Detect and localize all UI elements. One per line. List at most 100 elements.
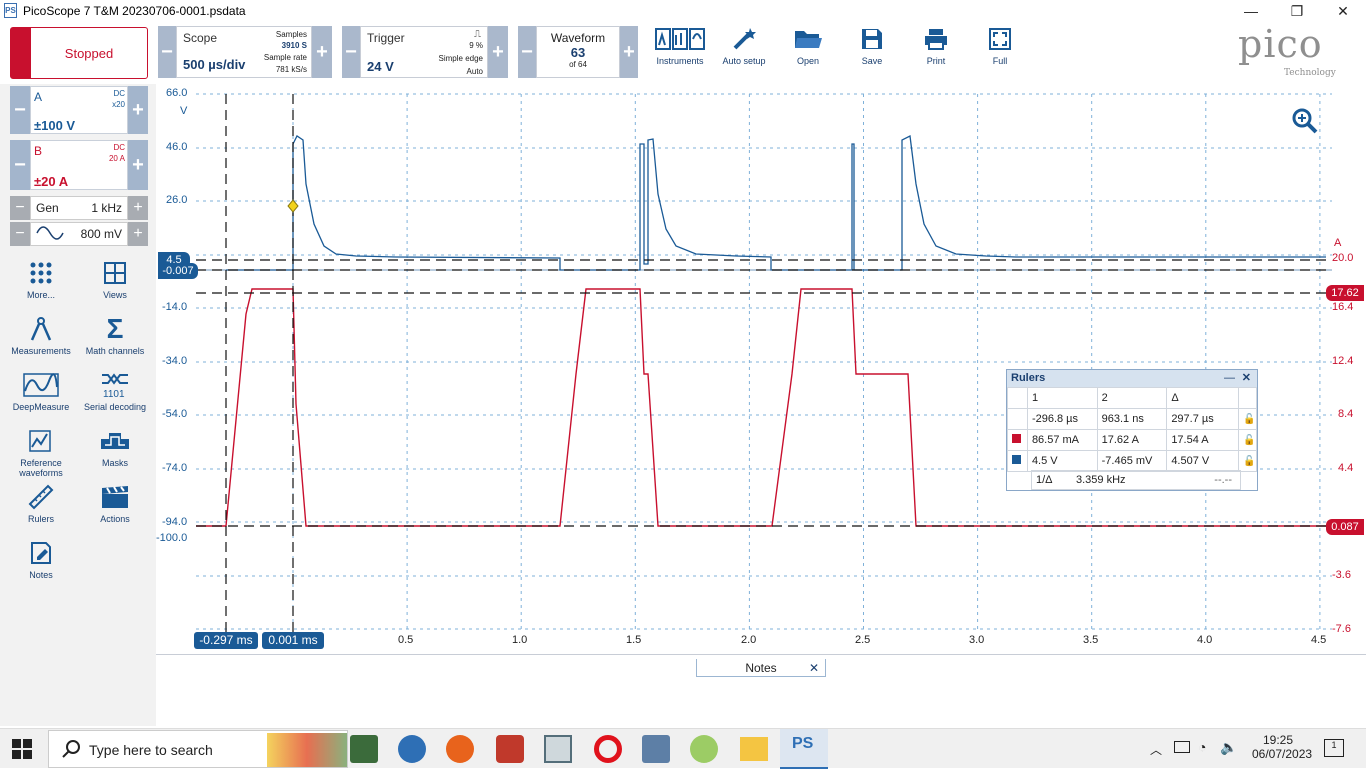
opera-icon[interactable]	[594, 735, 622, 763]
rulers-panel: Rulers — ✕ 1 2 Δ -296.8 µs 963.1 ns 297.…	[1006, 369, 1258, 491]
left-tick-26: 26.0	[166, 194, 188, 206]
waveform-number: 63	[570, 45, 586, 60]
gen-amplitude-increase-button[interactable]: +	[128, 222, 148, 246]
gen-amplitude-decrease-button[interactable]: −	[10, 222, 30, 246]
ruler-b-bottom-tag[interactable]: 0.087	[1326, 519, 1364, 535]
paint-icon[interactable]	[690, 735, 718, 763]
firefox-icon[interactable]	[446, 735, 474, 763]
gen-frequency-increase-button[interactable]: +	[128, 196, 148, 220]
instruments-button[interactable]: Instruments	[650, 22, 710, 82]
timebase-decrease-button[interactable]: −	[158, 26, 176, 78]
taskbar-search-box[interactable]: Type here to search	[48, 730, 348, 768]
x-tick-4-0: 4.0	[1197, 634, 1213, 646]
channel-a-control[interactable]: A DC x20 ±100 V	[30, 86, 128, 134]
deepmeasure-label: DeepMeasure	[12, 402, 70, 412]
save-button[interactable]: Save	[846, 22, 898, 82]
taskbar-app-1-icon[interactable]	[350, 735, 378, 763]
auto-setup-button[interactable]: Auto setup	[716, 22, 772, 82]
picoscope-taskbar-button[interactable]: PS	[780, 729, 828, 769]
gen-label: Gen	[36, 201, 59, 215]
taskbar-app-2-icon[interactable]	[398, 735, 426, 763]
channel-b-range-increase-button[interactable]: +	[128, 140, 148, 190]
rulers-freq-label: 1/Δ	[1036, 474, 1053, 486]
timebase-value: 500 µs/div	[183, 57, 246, 72]
open-button[interactable]: Open	[782, 22, 834, 82]
close-button[interactable]: ✕	[1337, 3, 1349, 19]
sine-wave-icon	[36, 223, 64, 250]
channel-a-range-increase-button[interactable]: +	[128, 86, 148, 134]
trigger-control[interactable]: Trigger 24 V ⎍ 9 % Simple edge Auto	[360, 26, 488, 78]
taskbar-clock[interactable]: 19:25 06/07/2023	[1252, 733, 1312, 761]
serial-decoding-button[interactable]: 1101 Serial decoding	[80, 368, 150, 412]
time-ruler-1-tag[interactable]: -0.297 ms	[194, 632, 258, 649]
reference-waveforms-button[interactable]: Reference waveforms	[6, 424, 76, 478]
actions-icon	[102, 486, 128, 508]
right-tick-20: 20.0	[1332, 252, 1354, 264]
right-tick-4-4: 4.4	[1338, 462, 1354, 474]
battery-icon[interactable]	[1174, 741, 1190, 753]
trigger-increase-button[interactable]: +	[488, 26, 508, 78]
lock-icon[interactable]: 🔓	[1237, 408, 1258, 430]
left-tick-minus100: -100.0	[156, 532, 188, 544]
rulers-minimize-icon[interactable]: —	[1224, 372, 1235, 384]
gen-amplitude-control[interactable]: 800 mV	[30, 222, 128, 246]
notes-button[interactable]: Notes	[6, 536, 76, 580]
print-button[interactable]: Print	[910, 22, 962, 82]
timebase-increase-button[interactable]: +	[312, 26, 332, 78]
restore-button[interactable]: ❐	[1290, 3, 1304, 19]
file-explorer-icon[interactable]	[740, 737, 768, 761]
masks-button[interactable]: Masks	[80, 424, 150, 468]
channel-a-swatch	[1012, 455, 1021, 464]
lock-icon[interactable]: 🔓	[1237, 450, 1258, 472]
waveform-previous-button[interactable]: −	[518, 26, 536, 78]
gen-frequency-control[interactable]: Gen 1 kHz	[30, 196, 128, 220]
rulers-close-icon[interactable]: ✕	[1241, 372, 1251, 384]
views-button[interactable]: Views	[80, 256, 150, 300]
tray-chevron-icon[interactable]: ︿	[1150, 743, 1163, 757]
actions-button[interactable]: Actions	[80, 480, 150, 524]
math-channels-button[interactable]: Σ Math channels	[80, 312, 150, 356]
fullscreen-button[interactable]: Full	[974, 22, 1026, 82]
windows-start-icon[interactable]	[12, 739, 32, 764]
run-stop-button[interactable]: Stopped	[10, 27, 148, 79]
auto-setup-label: Auto setup	[722, 56, 766, 66]
gen-frequency-decrease-button[interactable]: −	[10, 196, 30, 220]
rulers-button[interactable]: Rulers	[6, 480, 76, 524]
waveform-selector[interactable]: Waveform 63 of 64	[536, 26, 620, 78]
toolbar: Stopped − Scope 500 µs/div Samples 3910 …	[0, 22, 1366, 84]
x-tick-2-0: 2.0	[741, 634, 757, 646]
zoom-icon[interactable]	[1292, 108, 1318, 139]
channel-b-coupling: DC	[113, 143, 125, 152]
trigger-decrease-button[interactable]: −	[342, 26, 360, 78]
rulers-header-delta: Δ	[1166, 387, 1239, 409]
waveform-next-button[interactable]: +	[620, 26, 638, 78]
status-indicator	[11, 28, 31, 78]
channel-b-control[interactable]: B DC 20 A ±20 A	[30, 140, 128, 190]
minimize-button[interactable]: —	[1244, 3, 1258, 19]
taskbar-app-5-icon[interactable]	[544, 735, 572, 763]
ruler-a-bottom-tag[interactable]: -0.007	[158, 263, 198, 279]
channel-b-range: ±20 A	[34, 174, 69, 189]
timebase-control[interactable]: Scope 500 µs/div Samples 3910 S Sample r…	[176, 26, 312, 78]
notification-center-icon[interactable]: 1	[1324, 739, 1344, 757]
time-ruler-2-tag[interactable]: 0.001 ms	[262, 632, 324, 649]
channel-a-coupling: DC	[113, 89, 125, 98]
notes-tab-close-icon[interactable]: ✕	[808, 661, 819, 675]
channel-a-range-decrease-button[interactable]: −	[10, 86, 30, 134]
wifi-icon[interactable]: ◔	[1198, 739, 1207, 755]
taskbar-app-7-icon[interactable]	[642, 735, 670, 763]
taskbar-app-4-icon[interactable]	[496, 735, 524, 763]
channel-b-range-decrease-button[interactable]: −	[10, 140, 30, 190]
speaker-icon[interactable]: 🔈	[1220, 739, 1238, 755]
notes-tab[interactable]: Notes ✕	[696, 659, 826, 677]
ruler-b-top-tag[interactable]: 17.62	[1326, 285, 1364, 301]
channel-b-probe: 20 A	[108, 154, 125, 163]
views-label: Views	[103, 290, 127, 300]
search-icon	[61, 739, 81, 764]
measurements-button[interactable]: Measurements	[6, 312, 76, 356]
deepmeasure-button[interactable]: DeepMeasure	[6, 368, 76, 412]
measurements-icon	[30, 317, 52, 341]
more-button[interactable]: More...	[6, 256, 76, 300]
lock-icon[interactable]: 🔓	[1237, 429, 1258, 451]
ruler-time-1: -296.8 µs	[1026, 408, 1098, 430]
